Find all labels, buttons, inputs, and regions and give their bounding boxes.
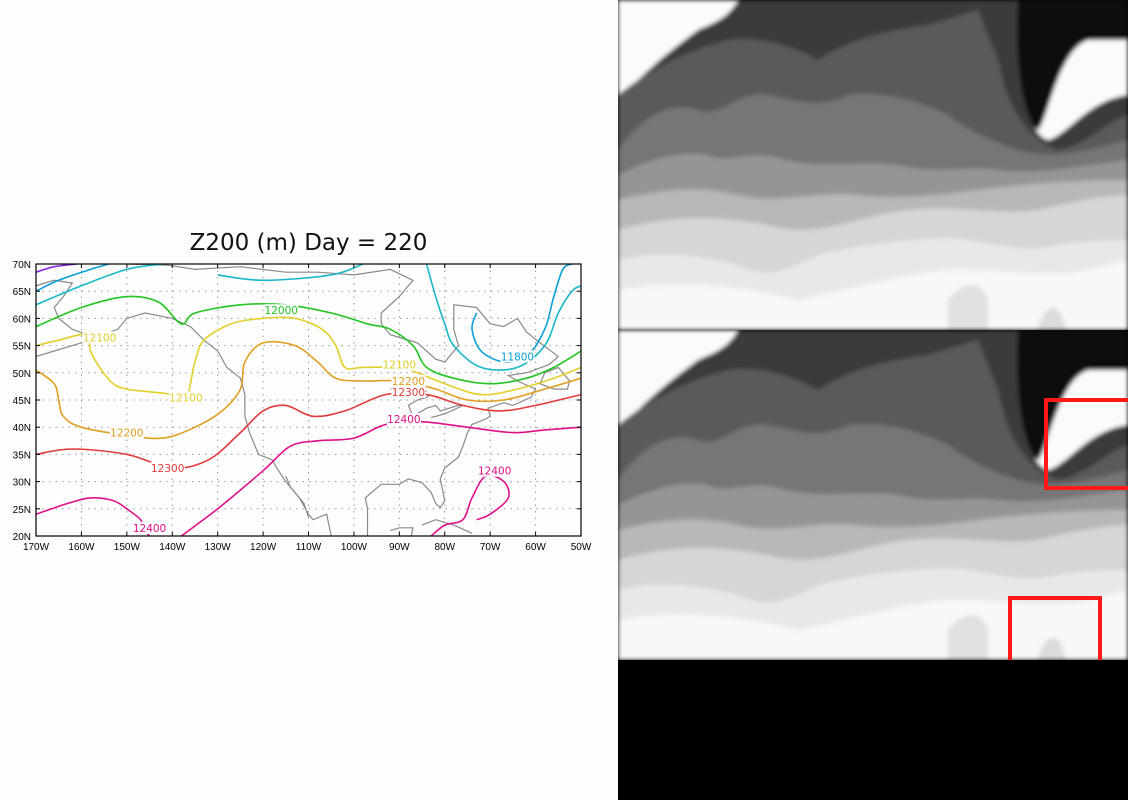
contour-label-bg (391, 374, 426, 387)
x-tick-label: 160W (68, 542, 95, 553)
contour-label-bg (382, 358, 417, 371)
axes: 170W 160W 150W 140W 130W 120W 110W 100W 90W 80W 70… (13, 260, 592, 553)
coastline-segment (539, 366, 571, 390)
y-tick-label: 50N (13, 369, 31, 380)
coastline-segment (285, 475, 310, 518)
contour-line-11800 (471, 264, 573, 363)
contour-label-bg (168, 391, 203, 404)
chart-panel: Z200 (m) Day = 220 12000 11800 12100 12100 12… (12, 230, 592, 553)
contour-label: 12200 (392, 376, 425, 388)
gray-field-band (618, 330, 1128, 460)
y-tick-label: 40N (13, 423, 31, 434)
contour-line-11900 (36, 264, 164, 306)
contour-label: 12400 (387, 414, 420, 426)
coastline-segment (390, 527, 414, 536)
x-tick-label: 140W (159, 542, 186, 553)
x-tick-label: 130W (205, 542, 232, 553)
contour-line-12300 (36, 392, 581, 469)
contour-label: 12100 (169, 392, 202, 404)
contour-label-bg (386, 413, 421, 426)
y-tick-label: 45N (13, 396, 31, 407)
contour-label-bg (109, 426, 144, 439)
contour-line-11900 (217, 264, 364, 282)
contour-label-bg (500, 350, 535, 363)
contour-line-11900 (425, 264, 581, 371)
coastline-segment (407, 394, 464, 418)
gray-field-band (618, 260, 1128, 330)
y-tick-label: 65N (13, 287, 31, 298)
grayscale-image-panel (618, 0, 1128, 800)
y-tick-label: 25N (13, 505, 31, 516)
gray-field-band (618, 0, 1128, 130)
y-tick-label: 35N (13, 450, 31, 461)
coastline-segment (36, 339, 91, 358)
x-tick-label: 170W (23, 542, 50, 553)
contour-label-bg (150, 462, 185, 474)
y-tick-label: 70N (13, 260, 31, 271)
contour-line-12400 (180, 420, 581, 536)
coastline-segment (126, 264, 560, 536)
coastline-map (36, 264, 571, 536)
contour-label: 12100 (83, 332, 116, 344)
y-tick-label: 55N (13, 342, 31, 353)
gray-field-panel-2 (618, 330, 1128, 660)
contour-label-bg (264, 304, 299, 317)
chart-title: Z200 (m) Day = 220 (190, 230, 428, 256)
contour-label-bg (82, 331, 117, 344)
y-tick-label: 20N (13, 532, 31, 543)
x-tick-label: 50W (571, 542, 592, 553)
contour-label: 12400 (133, 523, 166, 535)
x-tick-label: 60W (525, 542, 546, 553)
highlight-box (1044, 398, 1128, 490)
contour-line-11700 (36, 264, 78, 273)
contour-label: 12300 (392, 387, 425, 399)
contour-label: 11800 (501, 351, 534, 363)
contour-labels: 1200011800121001210012100122001220012300… (82, 304, 535, 535)
black-region (618, 660, 1128, 800)
x-tick-label: 150W (114, 542, 141, 553)
gray-field-band (618, 590, 1128, 660)
contour-label-bg (132, 521, 167, 534)
contour-label: 12300 (151, 463, 184, 475)
contour-label-bg (477, 464, 512, 477)
grayscale-field-images (618, 0, 1128, 800)
x-tick-label: 70W (480, 542, 501, 553)
x-tick-label: 80W (434, 542, 455, 553)
gray-field-band (1038, 637, 1066, 660)
contour-line-12400 (430, 474, 510, 536)
y-tick-label: 30N (13, 478, 31, 489)
x-tick-label: 90W (389, 542, 410, 553)
coastline-segment (421, 519, 473, 534)
contour-label: 12200 (110, 428, 143, 440)
contour-label: 12000 (265, 305, 298, 317)
contour-label: 12400 (478, 466, 511, 478)
contour-lines (36, 264, 581, 536)
x-tick-label: 100W (341, 542, 368, 553)
y-tick-label: 60N (13, 314, 31, 325)
gray-field-panel-1 (618, 0, 1128, 330)
contour-line-12100 (36, 316, 581, 402)
contour-label: 12100 (383, 360, 416, 372)
contour-line-11800 (36, 264, 109, 292)
x-tick-label: 120W (250, 542, 277, 553)
gray-field-band (1038, 307, 1066, 330)
contour-label-bg (391, 385, 426, 398)
x-tick-label: 110W (296, 542, 322, 553)
coastline-segment (36, 279, 332, 536)
contour-line-12200 (36, 340, 581, 440)
contour-line-12000 (36, 295, 581, 385)
gray-field-band (948, 285, 988, 330)
contour-chart: Z200 (m) Day = 220 12000 11800 12100 12100 12… (13, 230, 592, 553)
gray-field-band (948, 615, 988, 660)
